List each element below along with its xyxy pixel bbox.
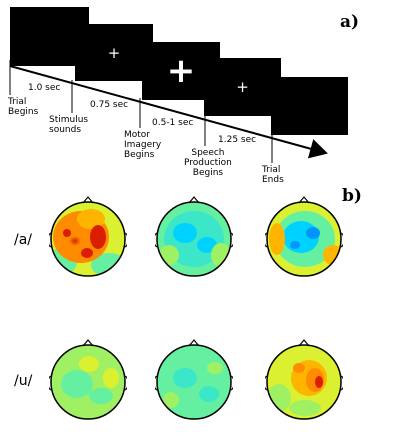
panel-b-label: b)	[342, 186, 362, 206]
duration-label: 1.25 sec	[218, 135, 257, 145]
row-label-a: /a/	[14, 232, 33, 248]
panel-a-label: a)	[340, 12, 360, 32]
topomap-a-2	[155, 196, 233, 277]
event-label-trial-begins: Trial Begins	[8, 97, 39, 117]
fixation-cross-small: +	[236, 78, 249, 96]
row-label-u: /u/	[14, 373, 33, 389]
topomap-a-3	[265, 196, 343, 277]
topomap-a-1	[49, 196, 127, 277]
duration-label: 0.5-1 sec	[152, 118, 194, 128]
screen-4: +	[204, 58, 281, 116]
duration-label: 1.0 sec	[28, 83, 61, 93]
event-label-trial-ends: Trial Ends	[262, 165, 284, 185]
screen-5	[271, 77, 348, 135]
event-label-motor-imagery: Motor Imagery Begins	[124, 130, 162, 160]
topomap-u-1	[49, 339, 127, 420]
topomap-u-2	[155, 339, 233, 420]
topomap-u-3	[265, 339, 343, 420]
fixation-cross-large: +	[166, 51, 196, 91]
duration-label: 0.75 sec	[90, 100, 129, 110]
fixation-cross-small: +	[107, 43, 121, 62]
event-label-speech: Speech Production Begins	[184, 148, 232, 178]
screen-2: +	[75, 24, 153, 81]
event-label-stimulus: Stimulus sounds	[49, 115, 89, 135]
